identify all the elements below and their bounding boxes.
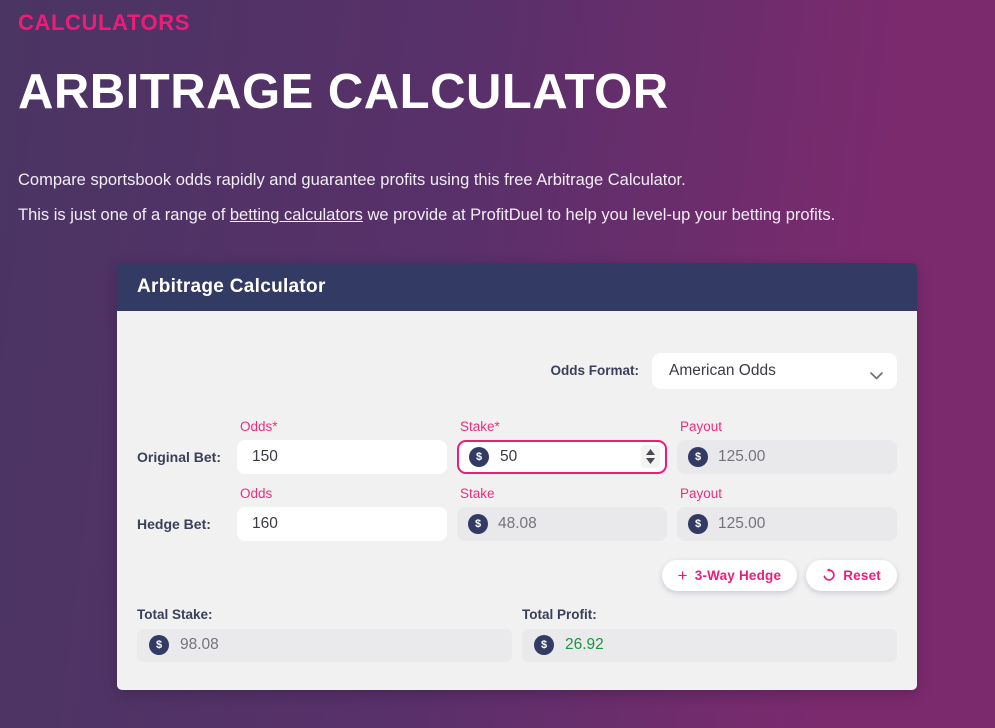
intro-line-2: This is just one of a range of betting c… bbox=[18, 205, 977, 226]
intro-line-1: Compare sportsbook odds rapidly and guar… bbox=[18, 170, 686, 189]
original-payout-value: 125.00 bbox=[718, 447, 766, 465]
dollar-icon: $ bbox=[688, 446, 708, 467]
hedge-payout-value: 125.00 bbox=[718, 514, 766, 532]
hedge-bet-row: Hedge Bet: $ 48.08 $ 125.00 bbox=[137, 506, 897, 541]
original-stake-label: Stake* bbox=[460, 418, 500, 434]
odds-format-selected-value: American Odds bbox=[669, 361, 776, 379]
card-title: Arbitrage Calculator bbox=[137, 275, 326, 297]
original-bet-row-label: Original Bet: bbox=[137, 448, 222, 465]
intro-line-2-suffix: we provide at ProfitDuel to help you lev… bbox=[362, 206, 836, 225]
three-way-hedge-button[interactable]: + 3-Way Hedge bbox=[661, 559, 798, 591]
hedge-payout-field: $ 125.00 bbox=[677, 506, 897, 541]
intro-line-2-prefix: This is just one of a range of bbox=[18, 206, 230, 225]
stepper-up-icon bbox=[646, 449, 655, 456]
hedge-payout-label: Payout bbox=[680, 485, 723, 501]
dollar-icon: $ bbox=[688, 513, 708, 534]
total-profit-field: $ 26.92 bbox=[522, 628, 897, 662]
hedge-bet-labels-row: Odds Stake Payout bbox=[137, 474, 897, 507]
odds-format-select[interactable]: American Odds bbox=[652, 352, 897, 389]
three-way-hedge-label: 3-Way Hedge bbox=[694, 567, 782, 583]
stepper-down-icon bbox=[646, 458, 655, 465]
original-payout-label: Payout bbox=[680, 418, 723, 434]
total-stake-value: 98.08 bbox=[180, 636, 219, 654]
original-bet-row: Original Bet: $ $ 125.00 bbox=[137, 439, 897, 474]
arbitrage-calculator-card: Arbitrage Calculator Odds Format: Americ… bbox=[117, 262, 917, 690]
hero-section: CALCULATORS ARBITRAGE CALCULATOR Compare… bbox=[0, 0, 995, 227]
total-stake-block: Total Stake: $ 98.08 bbox=[137, 607, 512, 662]
original-stake-input[interactable] bbox=[498, 446, 632, 467]
total-stake-field: $ 98.08 bbox=[137, 628, 512, 662]
actions-row: + 3-Way Hedge Reset bbox=[137, 559, 897, 591]
total-stake-label: Total Stake: bbox=[137, 606, 213, 622]
original-bet-labels-row: Odds* Stake* Payout bbox=[137, 419, 897, 440]
hedge-odds-input[interactable] bbox=[237, 506, 447, 541]
total-profit-label: Total Profit: bbox=[522, 606, 597, 622]
original-stake-input-wrapper: $ bbox=[457, 439, 667, 474]
reset-button[interactable]: Reset bbox=[806, 559, 897, 591]
hedge-stake-value: 48.08 bbox=[498, 514, 537, 532]
card-body: Odds Format: American Odds Odds* Stake* … bbox=[117, 310, 917, 690]
dollar-icon: $ bbox=[469, 446, 489, 467]
hedge-stake-field: $ 48.08 bbox=[457, 506, 667, 541]
total-profit-block: Total Profit: $ 26.92 bbox=[522, 607, 897, 662]
hedge-odds-label: Odds bbox=[240, 485, 273, 501]
totals-row: Total Stake: $ 98.08 Total Profit: $ 26.… bbox=[137, 607, 897, 662]
odds-format-label: Odds Format: bbox=[550, 363, 639, 379]
breadcrumb-eyebrow: CALCULATORS bbox=[18, 10, 190, 35]
original-odds-input[interactable] bbox=[237, 439, 447, 474]
dollar-icon: $ bbox=[149, 635, 169, 656]
hedge-bet-row-label: Hedge Bet: bbox=[137, 515, 211, 532]
hedge-stake-label: Stake bbox=[460, 485, 495, 501]
betting-calculators-link[interactable]: betting calculators bbox=[229, 206, 363, 225]
original-payout-field: $ 125.00 bbox=[677, 439, 897, 474]
total-profit-value: 26.92 bbox=[565, 636, 604, 654]
plus-icon: + bbox=[677, 565, 688, 585]
odds-format-row: Odds Format: American Odds bbox=[137, 352, 897, 389]
reset-label: Reset bbox=[843, 567, 881, 583]
dollar-icon: $ bbox=[534, 635, 554, 656]
original-odds-label: Odds* bbox=[240, 418, 278, 434]
stake-stepper[interactable] bbox=[641, 445, 660, 469]
page-title: ARBITRAGE CALCULATOR bbox=[18, 65, 669, 119]
card-header: Arbitrage Calculator bbox=[117, 262, 917, 311]
dollar-icon: $ bbox=[468, 513, 488, 534]
chevron-down-icon bbox=[870, 367, 883, 385]
reset-icon bbox=[822, 568, 836, 582]
